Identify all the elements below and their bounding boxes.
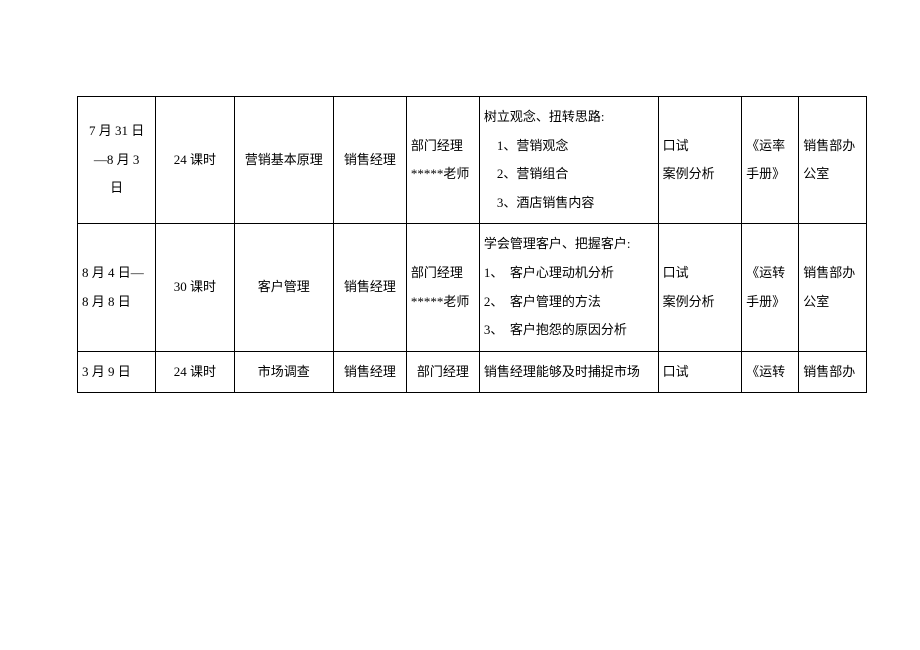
cell-teacher: 部门经理*****老师 [406, 97, 479, 224]
cell-book: 《运转 [742, 351, 799, 393]
cell-place: 销售部办 [799, 351, 867, 393]
cell-place: 销售部办公室 [799, 224, 867, 351]
cell-content: 学会管理客户、把握客户:1、 客户心理动机分析2、 客户管理的方法3、 客户抱怨… [479, 224, 658, 351]
cell-book: 《运率手册》 [742, 97, 799, 224]
cell-date: 3 月 9 日 [78, 351, 156, 393]
cell-topic: 市场调查 [234, 351, 333, 393]
cell-role: 销售经理 [333, 97, 406, 224]
cell-hours: 24 课时 [156, 97, 234, 224]
cell-exam: 口试案例分析 [658, 224, 742, 351]
cell-content: 销售经理能够及时捕捉市场 [479, 351, 658, 393]
cell-teacher: 部门经理 [406, 351, 479, 393]
table-row: 8 月 4 日—8 月 8 日 30 课时 客户管理 销售经理 部门经理****… [78, 224, 867, 351]
cell-date: 8 月 4 日—8 月 8 日 [78, 224, 156, 351]
cell-hours: 30 课时 [156, 224, 234, 351]
cell-exam: 口试案例分析 [658, 97, 742, 224]
cell-teacher: 部门经理*****老师 [406, 224, 479, 351]
table-row: 3 月 9 日 24 课时 市场调查 销售经理 部门经理 销售经理能够及时捕捉市… [78, 351, 867, 393]
table-row: 7 月 31 日—8 月 3日 24 课时 营销基本原理 销售经理 部门经理**… [78, 97, 867, 224]
cell-role: 销售经理 [333, 351, 406, 393]
cell-place: 销售部办公室 [799, 97, 867, 224]
training-plan-table: 7 月 31 日—8 月 3日 24 课时 营销基本原理 销售经理 部门经理**… [77, 96, 867, 393]
cell-role: 销售经理 [333, 224, 406, 351]
cell-exam: 口试 [658, 351, 742, 393]
cell-topic: 客户管理 [234, 224, 333, 351]
cell-book: 《运转手册》 [742, 224, 799, 351]
cell-date: 7 月 31 日—8 月 3日 [78, 97, 156, 224]
cell-hours: 24 课时 [156, 351, 234, 393]
cell-content: 树立观念、扭转思路: 1、营销观念 2、营销组合 3、酒店销售内容 [479, 97, 658, 224]
cell-topic: 营销基本原理 [234, 97, 333, 224]
